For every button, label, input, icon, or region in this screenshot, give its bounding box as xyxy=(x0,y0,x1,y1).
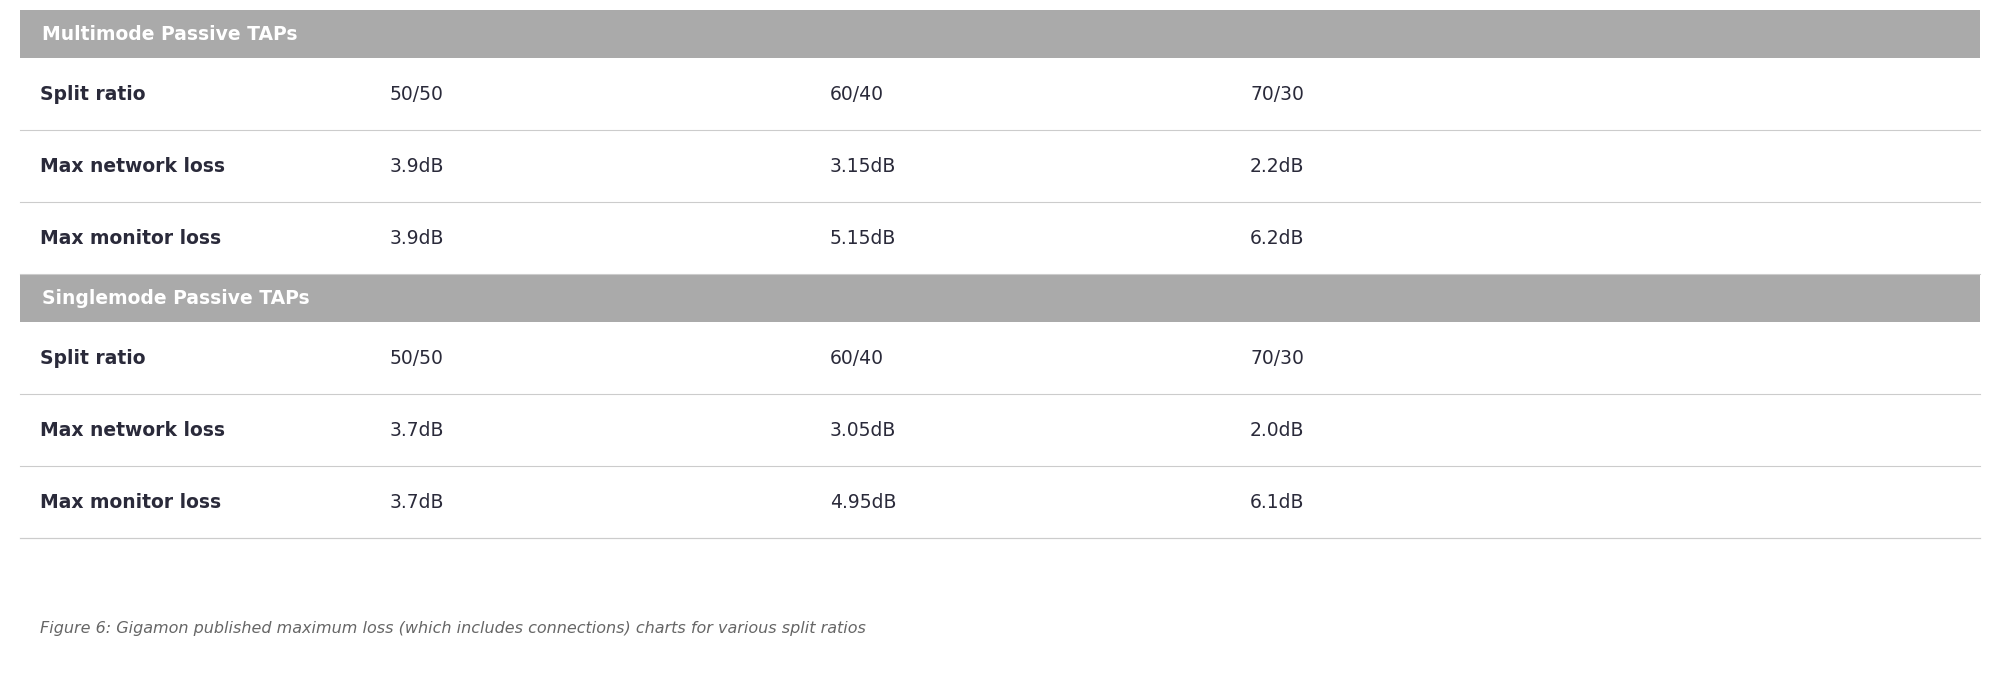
Bar xyxy=(20,202,1980,274)
Text: Singlemode Passive TAPs: Singlemode Passive TAPs xyxy=(42,289,310,307)
Bar xyxy=(20,10,1980,58)
Text: Max network loss: Max network loss xyxy=(40,156,224,176)
Text: Split ratio: Split ratio xyxy=(40,84,146,104)
Text: Max monitor loss: Max monitor loss xyxy=(40,493,222,511)
Text: Split ratio: Split ratio xyxy=(40,349,146,367)
Text: 60/40: 60/40 xyxy=(830,349,884,367)
Bar xyxy=(20,130,1980,202)
Text: 70/30: 70/30 xyxy=(1250,349,1304,367)
Text: Max network loss: Max network loss xyxy=(40,421,224,439)
Bar xyxy=(20,322,1980,394)
Text: 3.05dB: 3.05dB xyxy=(830,421,896,439)
Text: 60/40: 60/40 xyxy=(830,84,884,104)
Text: 3.7dB: 3.7dB xyxy=(390,421,444,439)
Text: Max monitor loss: Max monitor loss xyxy=(40,228,222,248)
Bar xyxy=(20,394,1980,466)
Text: 3.7dB: 3.7dB xyxy=(390,493,444,511)
Text: 2.0dB: 2.0dB xyxy=(1250,421,1304,439)
Text: 70/30: 70/30 xyxy=(1250,84,1304,104)
Text: 50/50: 50/50 xyxy=(390,84,444,104)
Text: 3.9dB: 3.9dB xyxy=(390,228,444,248)
Bar xyxy=(20,274,1980,322)
Text: 50/50: 50/50 xyxy=(390,349,444,367)
Text: 6.2dB: 6.2dB xyxy=(1250,228,1304,248)
Bar xyxy=(20,466,1980,538)
Text: 3.15dB: 3.15dB xyxy=(830,156,896,176)
Text: 3.9dB: 3.9dB xyxy=(390,156,444,176)
Text: 4.95dB: 4.95dB xyxy=(830,493,896,511)
Text: 2.2dB: 2.2dB xyxy=(1250,156,1304,176)
Text: Figure 6: Gigamon published maximum loss (which includes connections) charts for: Figure 6: Gigamon published maximum loss… xyxy=(40,621,866,635)
Text: Multimode Passive TAPs: Multimode Passive TAPs xyxy=(42,24,298,44)
Text: 6.1dB: 6.1dB xyxy=(1250,493,1304,511)
Bar xyxy=(20,58,1980,130)
Text: 5.15dB: 5.15dB xyxy=(830,228,896,248)
